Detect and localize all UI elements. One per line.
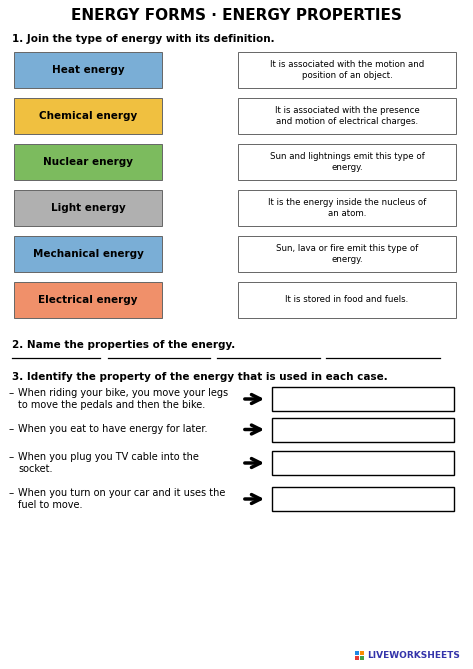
Bar <box>355 651 359 655</box>
Text: –: – <box>8 452 13 462</box>
Text: –: – <box>8 388 13 398</box>
Bar <box>355 656 359 660</box>
Text: LIVEWORKSHEETS: LIVEWORKSHEETS <box>367 652 460 660</box>
Bar <box>238 236 456 272</box>
Text: Heat energy: Heat energy <box>52 65 124 75</box>
Text: 3. Identify the property of the energy that is used in each case.: 3. Identify the property of the energy t… <box>12 372 388 382</box>
Bar <box>14 236 162 272</box>
Text: 1. Join the type of energy with its definition.: 1. Join the type of energy with its defi… <box>12 34 275 44</box>
Text: Mechanical energy: Mechanical energy <box>33 249 143 259</box>
Text: Sun and lightnings emit this type of
energy.: Sun and lightnings emit this type of ene… <box>270 153 424 172</box>
Bar <box>238 144 456 180</box>
Bar <box>272 487 454 511</box>
Bar <box>272 451 454 475</box>
Text: It is the energy inside the nucleus of
an atom.: It is the energy inside the nucleus of a… <box>268 198 426 217</box>
Text: When you eat to have energy for later.: When you eat to have energy for later. <box>18 424 208 434</box>
Text: Electrical energy: Electrical energy <box>38 295 138 305</box>
Bar <box>238 282 456 318</box>
Bar <box>14 282 162 318</box>
Text: –: – <box>8 424 13 434</box>
Bar <box>14 98 162 134</box>
Bar <box>238 52 456 88</box>
Text: It is associated with the motion and
position of an object.: It is associated with the motion and pos… <box>270 60 424 80</box>
Text: –: – <box>8 488 13 498</box>
Bar <box>360 651 364 655</box>
Text: Sun, lava or fire emit this type of
energy.: Sun, lava or fire emit this type of ener… <box>276 244 418 264</box>
Text: ENERGY FORMS · ENERGY PROPERTIES: ENERGY FORMS · ENERGY PROPERTIES <box>71 8 402 23</box>
Text: Chemical energy: Chemical energy <box>39 111 137 121</box>
Text: Nuclear energy: Nuclear energy <box>43 157 133 167</box>
Text: When riding your bike, you move your legs
to move the pedals and then the bike.: When riding your bike, you move your leg… <box>18 388 228 410</box>
Bar <box>272 387 454 411</box>
Text: It is stored in food and fuels.: It is stored in food and fuels. <box>285 296 409 304</box>
Bar <box>14 144 162 180</box>
Bar <box>272 417 454 442</box>
Text: When you turn on your car and it uses the
fuel to move.: When you turn on your car and it uses th… <box>18 488 225 510</box>
Bar <box>238 98 456 134</box>
Bar <box>14 190 162 226</box>
Bar <box>238 190 456 226</box>
Text: When you plug you TV cable into the
socket.: When you plug you TV cable into the sock… <box>18 452 199 474</box>
Text: It is associated with the presence
and motion of electrical charges.: It is associated with the presence and m… <box>275 106 420 126</box>
Text: 2. Name the properties of the energy.: 2. Name the properties of the energy. <box>12 340 235 350</box>
Text: Light energy: Light energy <box>51 203 125 213</box>
Bar <box>14 52 162 88</box>
Bar <box>360 656 364 660</box>
